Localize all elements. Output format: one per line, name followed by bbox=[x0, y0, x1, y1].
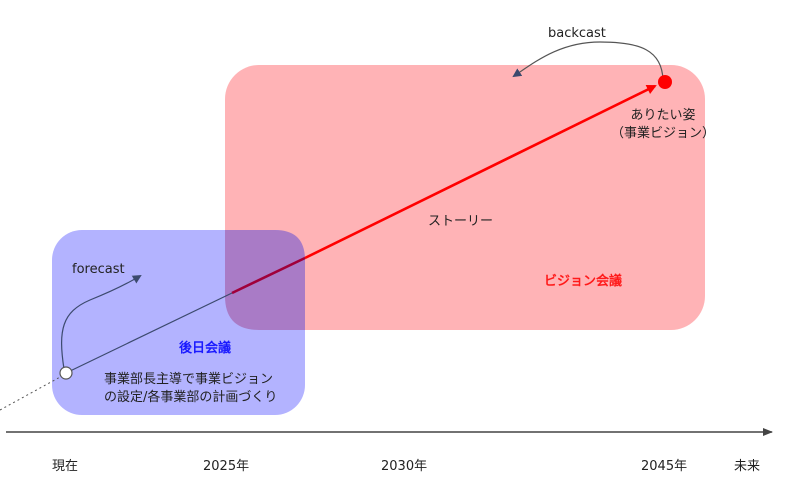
tick-future: 未来 bbox=[734, 459, 761, 474]
description-line2: の設定/各事業部の計画づくり bbox=[104, 390, 278, 405]
goal-point bbox=[658, 75, 672, 89]
tick-2030: 2030年 bbox=[381, 459, 428, 474]
description-text: 事業部長主導で事業ビジョン の設定/各事業部の計画づくり bbox=[104, 372, 277, 406]
dotted-lead-line bbox=[0, 375, 63, 411]
story-arrow bbox=[304, 84, 657, 260]
ideal-state-line2: （事業ビジョン） bbox=[610, 126, 715, 141]
forecast-arrow bbox=[61, 274, 142, 370]
vision-meeting-box bbox=[225, 65, 705, 330]
story-line-early bbox=[65, 292, 233, 374]
ideal-state-label: ありたい姿 （事業ビジョン） bbox=[608, 108, 718, 142]
tick-now: 現在 bbox=[52, 459, 79, 474]
later-meeting-label: 後日会議 bbox=[179, 341, 232, 356]
story-line-overlap bbox=[231, 256, 306, 295]
backcast-arrow bbox=[512, 41, 664, 81]
overlap-region bbox=[225, 230, 305, 330]
start-point bbox=[59, 366, 73, 380]
tick-2045: 2045年 bbox=[641, 459, 688, 474]
description-line1: 事業部長主導で事業ビジョン bbox=[104, 372, 274, 387]
story-label: ストーリー bbox=[428, 214, 494, 229]
backcast-label: backcast bbox=[548, 26, 606, 41]
forecast-label: forecast bbox=[72, 262, 125, 277]
ideal-state-line1: ありたい姿 bbox=[630, 108, 696, 123]
tick-2025: 2025年 bbox=[203, 459, 250, 474]
vision-meeting-label: ビジョン会議 bbox=[544, 274, 623, 289]
